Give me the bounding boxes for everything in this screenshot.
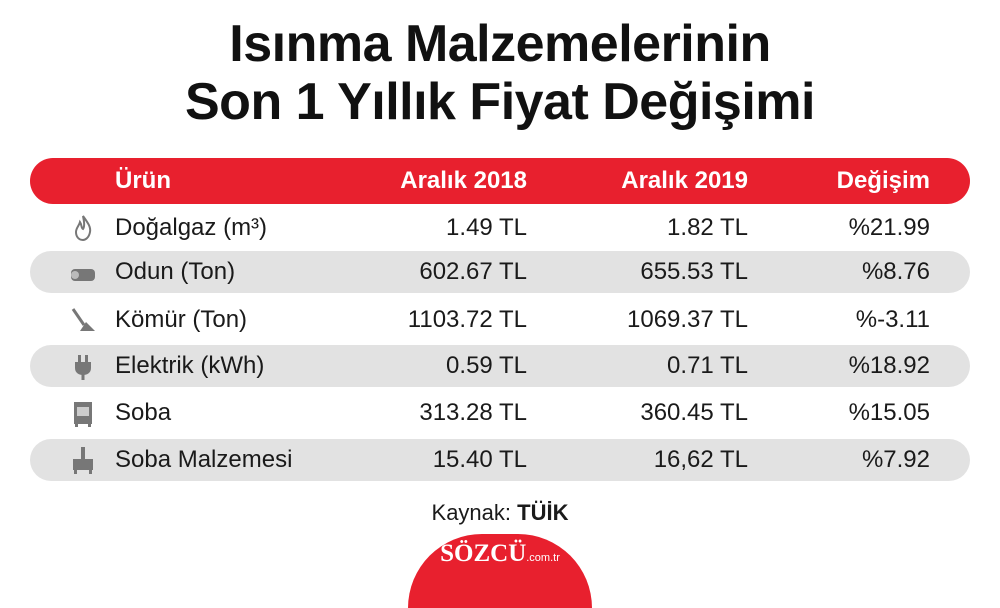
title-line: Isınma Malzemelerinin xyxy=(229,15,771,73)
table-cell: 1.49 TL xyxy=(446,214,527,241)
logo-text: SÖZCÜ xyxy=(440,540,527,567)
plug-icon xyxy=(75,355,91,380)
table-header: Ürün Aralık 2018 Aralık 2019 Değişim xyxy=(30,158,970,204)
gas-icon xyxy=(74,215,92,242)
table-cell: 360.45 TL xyxy=(640,399,748,426)
table-cell: 655.53 TL xyxy=(640,258,748,285)
stove-icon xyxy=(74,402,92,427)
table-row: Soba Malzemesi 15.40 TL 16,62 TL %7.92 xyxy=(30,439,970,481)
table-cell: 0.71 TL xyxy=(667,352,748,379)
table-cell: %-3.11 xyxy=(855,306,930,333)
table-cell: 602.67 TL xyxy=(419,258,527,285)
table-cell: %15.05 xyxy=(848,399,930,426)
table-cell: 1103.72 TL xyxy=(407,306,527,333)
table-cell: Kömür (Ton) xyxy=(115,306,248,333)
stove-part-icon xyxy=(73,447,93,474)
table-cell: 313.28 TL xyxy=(419,399,527,426)
column-header: Aralık 2018 xyxy=(400,167,527,194)
wood-icon xyxy=(71,269,95,281)
table-cell: %7.92 xyxy=(861,446,930,473)
table-cell: 0.59 TL xyxy=(446,352,527,379)
source-label: Kaynak: xyxy=(431,500,512,525)
table-cell: 15.40 TL xyxy=(432,446,527,473)
table-cell: Odun (Ton) xyxy=(115,258,236,285)
table-cell: Doğalgaz (m³) xyxy=(115,214,268,241)
infographic: Isınma Malzemelerinin Son 1 Yıllık Fiyat… xyxy=(0,15,1000,608)
table-cell: 1.82 TL xyxy=(667,214,748,241)
page: Isınma Malzemeleri {"header": {"title": … xyxy=(0,15,1000,608)
table-cell: %18.92 xyxy=(848,352,930,379)
table-row: Elektrik (kWh) 0.59 TL 0.71 TL %18.92 xyxy=(30,345,970,387)
column-header: Aralık 2019 xyxy=(621,167,748,194)
table-cell: Soba Malzemesi xyxy=(115,446,293,473)
source-name: TÜİK xyxy=(517,500,569,525)
table-row: Soba 313.28 TL 360.45 TL %15.05 xyxy=(30,392,970,434)
title-line: Son 1 Yıllık Fiyat Değişimi xyxy=(185,73,815,131)
table-cell: 1069.37 TL xyxy=(627,306,748,333)
coal-icon xyxy=(71,308,95,331)
column-header: Ürün xyxy=(115,167,171,194)
logo: SÖZCÜ.com.tr xyxy=(408,534,592,608)
table-row: Doğalgaz (m³) 1.49 TL 1.82 TL %21.99 xyxy=(30,207,970,249)
table-cell: Elektrik (kWh) xyxy=(115,352,265,379)
table-row: Kömür (Ton) 1103.72 TL 1069.37 TL %-3.11 xyxy=(30,299,970,341)
source: Kaynak: TÜİK xyxy=(0,500,1000,526)
table-row: Odun (Ton) 602.67 TL 655.53 TL %8.76 xyxy=(30,251,970,293)
table-cell: 16,62 TL xyxy=(653,446,748,473)
logo-domain: .com.tr xyxy=(526,552,560,564)
column-header: Değişim xyxy=(836,167,930,194)
table-cell: %21.99 xyxy=(848,214,930,241)
table-cell: %8.76 xyxy=(861,258,930,285)
table-cell: Soba xyxy=(115,399,172,426)
